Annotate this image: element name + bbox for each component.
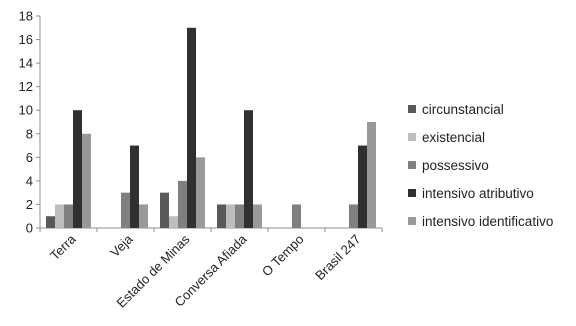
bar-possessivo-brasil-247 (349, 204, 358, 228)
y-axis: 0 2 4 6 8 10 12 14 16 18 (19, 9, 41, 236)
legend-swatch (408, 189, 416, 197)
bar-possessivo-conversa-afiada (235, 204, 244, 228)
y-tick-label: 16 (19, 32, 33, 47)
y-tick-label: 6 (26, 150, 33, 165)
bar-intensivo-identificativo-veja (139, 204, 148, 228)
y-tick-label: 18 (19, 9, 33, 24)
bar-circunstancial-estado-de-minas (160, 192, 169, 228)
bar-intensivo-identificativo-brasil-247 (367, 122, 376, 228)
bar-possessivo-estado-de-minas (178, 180, 187, 228)
y-tick-label: 2 (26, 197, 33, 212)
legend-swatch (408, 161, 416, 169)
y-tick-label: 10 (19, 103, 33, 118)
y-tick-label: 4 (26, 173, 33, 188)
y-tick-label: 12 (19, 79, 33, 94)
legend-swatch (408, 133, 416, 141)
bar-intensivo-atributivo-conversa-afiada (244, 110, 253, 228)
bars-group (46, 27, 376, 229)
bar-circunstancial-terra (46, 216, 55, 228)
x-tick-label: Veja (107, 231, 136, 260)
bar-existencial-estado-de-minas (169, 216, 178, 228)
legend-label: existencial (422, 130, 485, 145)
bar-possessivo-veja (121, 192, 130, 228)
bar-possessivo-terra (64, 204, 73, 228)
legend-label: circunstancial (422, 102, 504, 117)
legend-label: intensivo atributivo (422, 186, 534, 201)
bar-intensivo-identificativo-terra (82, 133, 91, 228)
bar-possessivo-o-tempo (292, 204, 301, 228)
legend: circunstancial existencial possessivo inten… (408, 102, 553, 229)
y-tick-label: 14 (19, 56, 33, 71)
legend-swatch (408, 217, 416, 225)
bar-intensivo-atributivo-brasil-247 (358, 145, 367, 228)
legend-swatch (408, 105, 416, 113)
legend-label: intensivo identificativo (422, 214, 553, 229)
x-tick-label: Terra (47, 231, 79, 263)
bar-intensivo-atributivo-veja (130, 145, 139, 228)
bar-intensivo-identificativo-estado-de-minas (196, 157, 205, 228)
bar-existencial-terra (55, 204, 64, 228)
bar-existencial-conversa-afiada (226, 204, 235, 228)
y-tick-label: 0 (26, 221, 33, 236)
legend-label: possessivo (422, 158, 489, 173)
x-tick-label: O Tempo (259, 232, 307, 280)
y-tick-label: 8 (26, 126, 33, 141)
x-tick-label: Brasil 247 (312, 232, 363, 283)
bar-circunstancial-conversa-afiada (217, 204, 226, 228)
bar-intensivo-atributivo-terra (73, 110, 82, 228)
bar-intensivo-identificativo-conversa-afiada (253, 204, 262, 228)
bar-intensivo-atributivo-estado-de-minas (187, 27, 196, 229)
